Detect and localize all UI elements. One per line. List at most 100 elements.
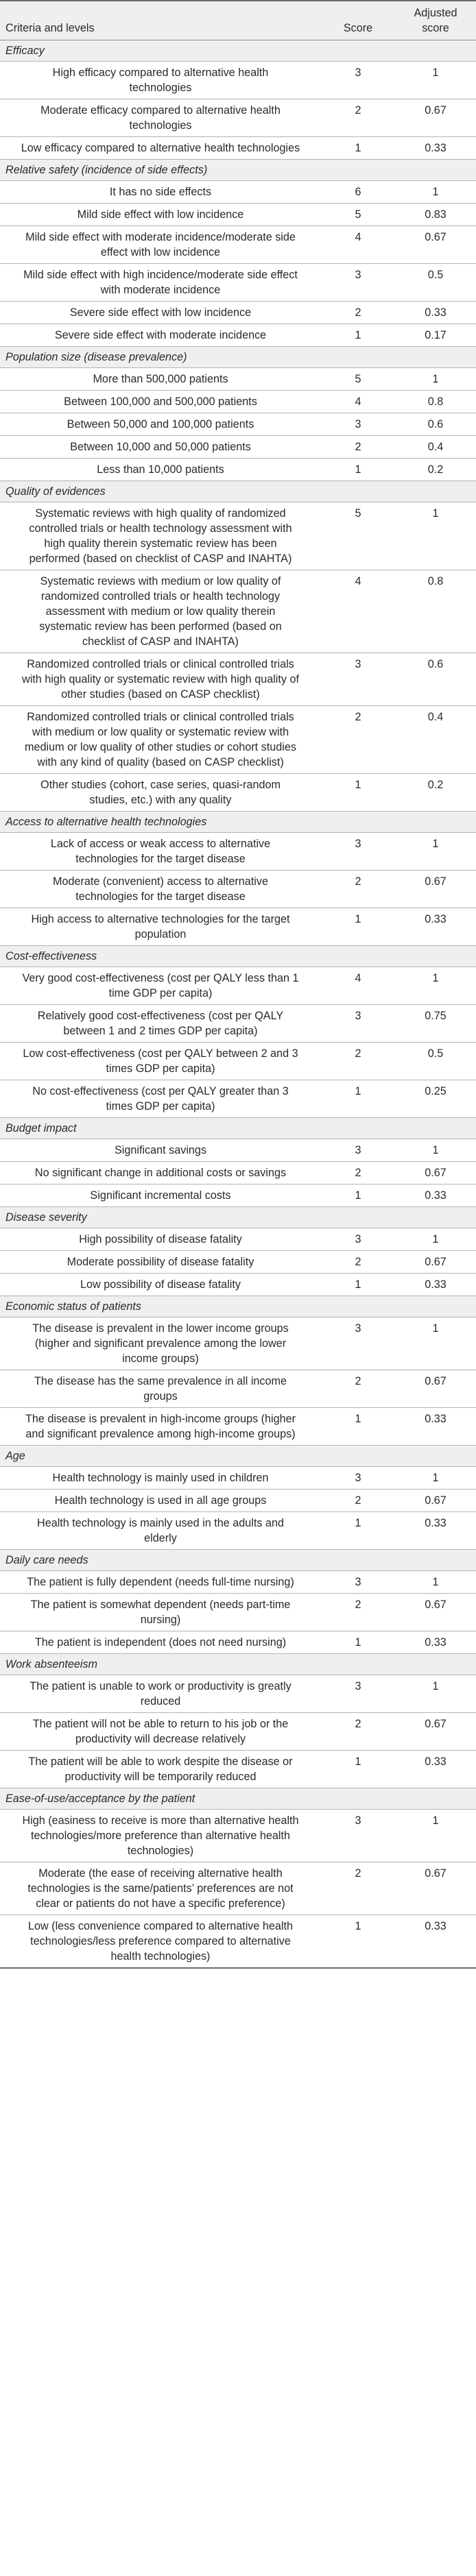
category-row: Quality of evidences: [0, 481, 476, 502]
level-label: Mild side effect with high incidence/mod…: [0, 263, 321, 302]
level-adjusted-score: 0.67: [395, 1250, 476, 1274]
level-score: 3: [321, 1228, 395, 1251]
level-score: 2: [321, 301, 395, 324]
table-row: Relatively good cost-effectiveness (cost…: [0, 1004, 476, 1043]
level-adjusted-score: 0.33: [395, 136, 476, 160]
level-score: 1: [321, 1080, 395, 1118]
level-adjusted-score: 0.33: [395, 1273, 476, 1296]
level-score: 3: [321, 413, 395, 436]
table-row: The disease is prevalent in the lower in…: [0, 1317, 476, 1370]
table-row: Randomized controlled trials or clinical…: [0, 705, 476, 774]
category-row: Economic status of patients: [0, 1296, 476, 1317]
level-label: Severe side effect with low incidence: [0, 301, 321, 324]
level-label: Significant incremental costs: [0, 1184, 321, 1207]
table-row: The patient is fully dependent (needs fu…: [0, 1570, 476, 1594]
table-row: Randomized controlled trials or clinical…: [0, 653, 476, 706]
level-score: 4: [321, 226, 395, 264]
level-label: Other studies (cohort, case series, quas…: [0, 773, 321, 812]
category-row: Ease-of-use/acceptance by the patient: [0, 1788, 476, 1810]
category-row: Work absenteeism: [0, 1653, 476, 1675]
level-label: The patient is unable to work or product…: [0, 1675, 321, 1713]
table-row: Health technology is mainly used in chil…: [0, 1466, 476, 1490]
level-adjusted-score: 1: [395, 1228, 476, 1251]
table-row: Between 100,000 and 500,000 patients 4 0.8: [0, 390, 476, 413]
level-score: 3: [321, 1317, 395, 1370]
level-adjusted-score: 1: [395, 832, 476, 871]
level-label: Mild side effect with low incidence: [0, 203, 321, 226]
table-row: Mild side effect with moderate incidence…: [0, 226, 476, 264]
table-row: The patient is unable to work or product…: [0, 1675, 476, 1713]
level-score: 3: [321, 1466, 395, 1490]
level-label: Moderate (the ease of receiving alternat…: [0, 1862, 321, 1915]
level-adjusted-score: 0.5: [395, 1042, 476, 1080]
level-adjusted-score: 1: [395, 1809, 476, 1862]
level-label: Severe side effect with moderate inciden…: [0, 324, 321, 347]
table-row: Low possibility of disease fatality 1 0.33: [0, 1273, 476, 1296]
level-score: 3: [321, 1004, 395, 1043]
level-adjusted-score: 0.33: [395, 1631, 476, 1654]
category-title: Economic status of patients: [0, 1296, 476, 1317]
level-score: 6: [321, 180, 395, 204]
level-adjusted-score: 0.8: [395, 570, 476, 653]
level-adjusted-score: 0.4: [395, 435, 476, 459]
level-label: The patient is independent (does not nee…: [0, 1631, 321, 1654]
table-row: More than 500,000 patients 5 1: [0, 367, 476, 391]
table-row: Between 50,000 and 100,000 patients 3 0.6: [0, 413, 476, 436]
level-score: 3: [321, 1809, 395, 1862]
level-label: Health technology is used in all age gro…: [0, 1489, 321, 1512]
level-label: It has no side effects: [0, 180, 321, 204]
header-criteria: Criteria and levels: [0, 0, 321, 40]
level-label: The patient will be able to work despite…: [0, 1750, 321, 1788]
level-score: 1: [321, 908, 395, 946]
level-label: The patient will not be able to return t…: [0, 1712, 321, 1751]
level-adjusted-score: 0.5: [395, 263, 476, 302]
level-label: Moderate (convenient) access to alternat…: [0, 870, 321, 908]
level-adjusted-score: 1: [395, 1466, 476, 1490]
level-score: 1: [321, 1915, 395, 1969]
level-label: Between 10,000 and 50,000 patients: [0, 435, 321, 459]
category-title: Access to alternative health technologie…: [0, 811, 476, 833]
level-score: 2: [321, 705, 395, 774]
level-score: 4: [321, 967, 395, 1005]
level-adjusted-score: 0.2: [395, 773, 476, 812]
level-label: The patient is somewhat dependent (needs…: [0, 1593, 321, 1631]
level-score: 1: [321, 1184, 395, 1207]
level-adjusted-score: 1: [395, 967, 476, 1005]
level-label: Low (less convenience compared to altern…: [0, 1915, 321, 1969]
level-score: 2: [321, 1042, 395, 1080]
level-label: Low possibility of disease fatality: [0, 1273, 321, 1296]
category-title: Population size (disease prevalence): [0, 346, 476, 368]
level-adjusted-score: 1: [395, 180, 476, 204]
level-score: 2: [321, 1593, 395, 1631]
level-label: Less than 10,000 patients: [0, 458, 321, 481]
criteria-table: Criteria and levels Score Adjusted score…: [0, 0, 476, 1969]
table-row: Severe side effect with moderate inciden…: [0, 324, 476, 347]
level-adjusted-score: 0.33: [395, 908, 476, 946]
level-adjusted-score: 1: [395, 367, 476, 391]
level-label: Health technology is mainly used in chil…: [0, 1466, 321, 1490]
table-row: The patient will be able to work despite…: [0, 1750, 476, 1788]
level-score: 2: [321, 99, 395, 137]
level-score: 3: [321, 1570, 395, 1594]
level-label: Low cost-effectiveness (cost per QALY be…: [0, 1042, 321, 1080]
category-title: Ease-of-use/acceptance by the patient: [0, 1788, 476, 1810]
level-adjusted-score: 0.75: [395, 1004, 476, 1043]
level-score: 2: [321, 1712, 395, 1751]
table-row: Between 10,000 and 50,000 patients 2 0.4: [0, 435, 476, 459]
category-title: Work absenteeism: [0, 1653, 476, 1675]
table-row: No significant change in additional cost…: [0, 1161, 476, 1184]
level-score: 1: [321, 458, 395, 481]
level-adjusted-score: 0.67: [395, 1862, 476, 1915]
level-adjusted-score: 0.33: [395, 1511, 476, 1550]
level-adjusted-score: 1: [395, 1570, 476, 1594]
table-row: The disease has the same prevalence in a…: [0, 1370, 476, 1408]
table-row: Moderate possibility of disease fatality…: [0, 1250, 476, 1274]
table-row: Low (less convenience compared to altern…: [0, 1915, 476, 1969]
category-title: Relative safety (incidence of side effec…: [0, 159, 476, 181]
level-adjusted-score: 0.33: [395, 1407, 476, 1446]
level-score: 1: [321, 1631, 395, 1654]
level-adjusted-score: 1: [395, 1139, 476, 1162]
category-row: Budget impact: [0, 1117, 476, 1139]
table-row: The patient is independent (does not nee…: [0, 1631, 476, 1654]
level-score: 4: [321, 570, 395, 653]
